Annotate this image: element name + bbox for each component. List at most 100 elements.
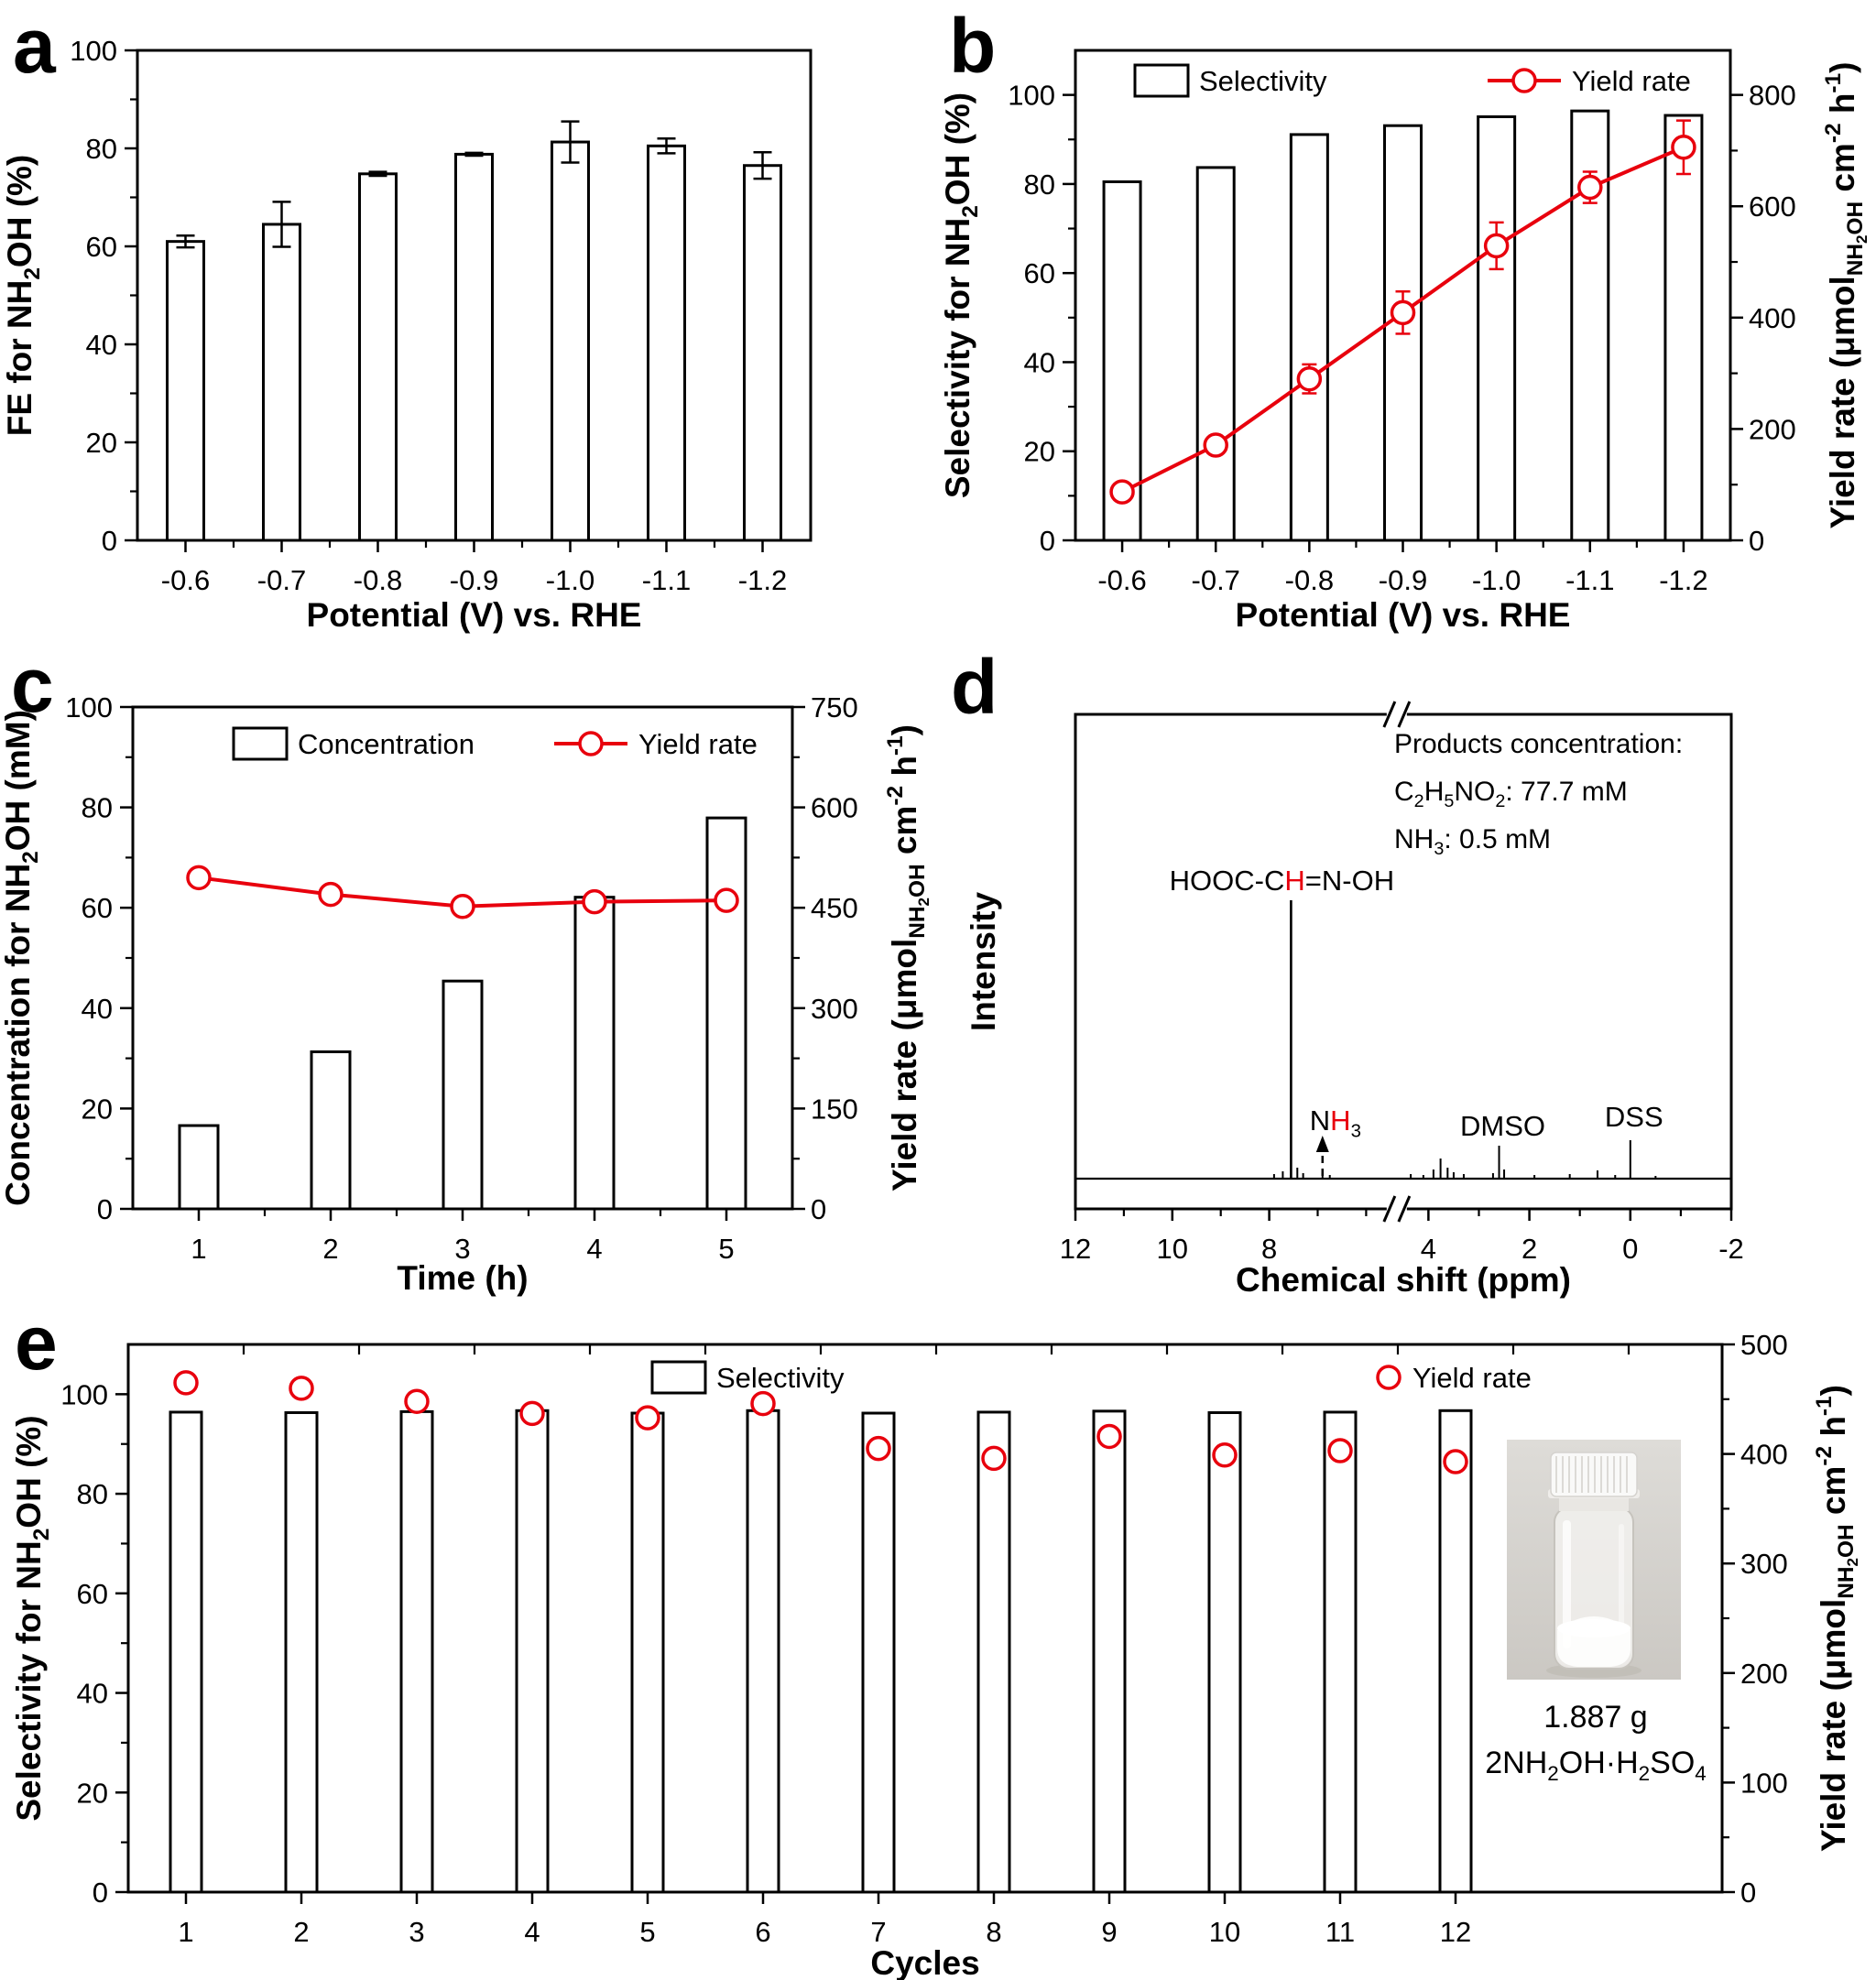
- bar: [178, 1124, 220, 1211]
- y2-tick-label: 400: [1749, 302, 1796, 334]
- bar-error: [272, 201, 291, 248]
- x-tick-label: 3: [454, 1233, 470, 1265]
- yield-point: [1096, 1423, 1122, 1450]
- bar-error: [657, 137, 676, 155]
- x-tick-label: -0.7: [1192, 564, 1240, 596]
- glass-highlight: [1563, 1520, 1571, 1648]
- nh3-peak-label: NH3: [1310, 1104, 1361, 1141]
- x-tick-label: -0.9: [1379, 564, 1427, 596]
- x-tick-label: 5: [639, 1916, 655, 1948]
- x-tick-label: 10: [1209, 1916, 1240, 1948]
- axis-break-slash: [1397, 1195, 1412, 1223]
- bar: [647, 144, 686, 542]
- x-axis-title: Potential (V) vs. RHE: [307, 596, 642, 634]
- bar: [284, 1410, 319, 1894]
- x-tick-label: 10: [1157, 1233, 1188, 1265]
- bar-error: [368, 170, 387, 178]
- yield-point: [1671, 135, 1696, 160]
- legend-circle-swatch: [1511, 68, 1537, 93]
- yield-point: [1483, 233, 1510, 259]
- bar: [454, 152, 494, 542]
- axis-break-slash: [1397, 701, 1412, 728]
- y2-axis-title: Yield rate (μmolNH2OH cm-2 h-1): [883, 724, 933, 1191]
- legend-bar-swatch: [1133, 63, 1190, 98]
- bar: [1092, 1409, 1127, 1894]
- x-tick-label: -0.6: [1097, 564, 1146, 596]
- y-tick-label: 0: [97, 1193, 113, 1225]
- bar-error: [561, 120, 580, 164]
- chart-c-canvas: 0 20 40 60 80 100 0 150 300 450 600 750 1 2 3 4 5 Concent…: [0, 691, 933, 1297]
- panel-letter-c: c: [11, 642, 54, 728]
- y-axis-right: 0 150 300 450 600 750: [792, 691, 858, 1225]
- bar: [1207, 1410, 1242, 1894]
- bar: [743, 164, 782, 542]
- y-axis-left: 0 20 40 60 80 100: [60, 1378, 128, 1909]
- bar: [169, 1410, 203, 1894]
- legend-circle-swatch: [578, 731, 604, 756]
- bar: [705, 816, 747, 1211]
- x-tick-label: -1.0: [1472, 564, 1521, 596]
- legend-label: Yield rate: [1572, 65, 1691, 97]
- yield-point: [173, 1370, 199, 1396]
- y2-tick-label: 200: [1749, 413, 1796, 445]
- y2-tick-label: 450: [811, 892, 858, 924]
- yield-point: [714, 887, 739, 913]
- yield-point: [519, 1400, 545, 1427]
- bar: [310, 1050, 352, 1211]
- panel-letter-e: e: [15, 1300, 58, 1386]
- y2-tick-label: 400: [1740, 1439, 1788, 1471]
- bars-series: [178, 816, 747, 1211]
- x-tick-label: -0.8: [354, 564, 402, 596]
- bar-error: [176, 234, 195, 249]
- bar: [442, 979, 484, 1211]
- y-tick-label: 80: [77, 1478, 108, 1510]
- bar: [630, 1411, 665, 1894]
- yield-point: [186, 865, 212, 891]
- y-axis-title: Intensity: [965, 892, 1002, 1032]
- nh3-arrow-head: [1315, 1136, 1329, 1152]
- yield-point: [1109, 479, 1135, 505]
- products-annotation: Products concentration: C2H5NO2: 77.7 mM N…: [1394, 729, 1683, 859]
- x-tick-label: 7: [870, 1916, 886, 1948]
- oxime-peak-label: HOOC-CH=N-OH: [1170, 865, 1394, 897]
- dss-peak-label: DSS: [1605, 1101, 1663, 1133]
- y2-tick-label: 0: [1749, 525, 1764, 557]
- legend-label: Concentration: [298, 728, 474, 760]
- y-tick-label: 100: [65, 691, 113, 723]
- yield-point: [750, 1390, 776, 1417]
- bar: [573, 896, 616, 1211]
- y-axis-title: Selectivity for NH2OH (%): [10, 1415, 54, 1821]
- bars-series: [169, 1409, 1473, 1894]
- bar: [262, 223, 301, 542]
- bar: [976, 1410, 1011, 1894]
- y-axis-left: 0 20 40 60 80 100: [1008, 80, 1075, 557]
- products-annotation-line: NH3: 0.5 mM: [1394, 824, 1551, 859]
- y-tick-label: 20: [77, 1777, 108, 1809]
- nmr-trace: [1075, 900, 1731, 1180]
- y-tick-label: 20: [1024, 436, 1055, 468]
- bar: [861, 1411, 896, 1894]
- bar: [1323, 1410, 1358, 1894]
- axis-break-slash: [1382, 701, 1397, 728]
- x-tick-label: 2: [293, 1916, 309, 1948]
- y2-axis-title: Yield rate (μmolNH2OH cm-2 h-1): [1812, 1385, 1861, 1852]
- yield-point: [1443, 1449, 1468, 1474]
- x-tick-label: 6: [755, 1916, 770, 1948]
- x-axis: -0.6 -0.7 -0.8 -0.9 -1.0 -1.1 -1.2: [1097, 540, 1708, 596]
- legend-bar-swatch: [232, 726, 289, 761]
- bar: [358, 172, 398, 542]
- legend: Concentration Yield rate: [232, 726, 758, 761]
- y-tick-label: 100: [70, 35, 117, 67]
- yield-scatter-series: [173, 1370, 1468, 1474]
- y-axis-left: 0 20 40 60 80 100: [65, 691, 133, 1225]
- x-tick-label: 12: [1440, 1916, 1471, 1948]
- y-tick-label: 60: [86, 231, 117, 263]
- x-axis-title: Potential (V) vs. RHE: [1236, 596, 1571, 634]
- y2-axis-title: Yield rate (μmolNH2OH cm-2 h-1): [1821, 62, 1871, 529]
- yield-point: [318, 881, 344, 908]
- x-tick-label: 0: [1622, 1233, 1638, 1265]
- yield-point: [981, 1445, 1007, 1472]
- legend-label: Yield rate: [638, 728, 758, 760]
- plot-box: [1074, 713, 1733, 1211]
